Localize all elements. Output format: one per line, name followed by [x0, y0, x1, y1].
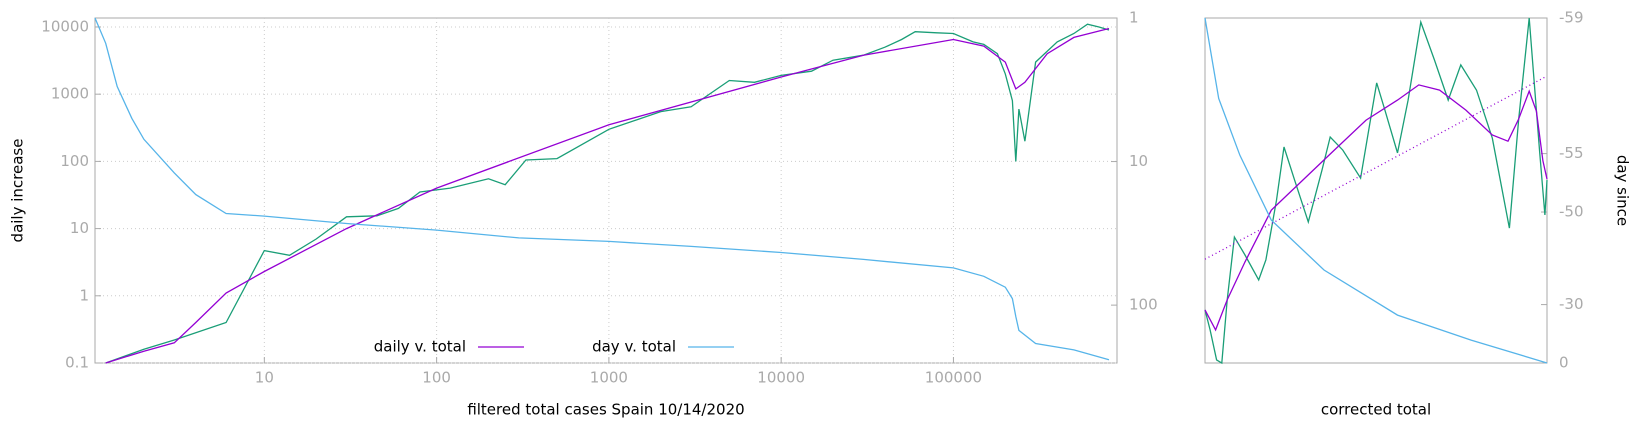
x-tick-label: 100 — [422, 369, 451, 387]
series-line — [94, 17, 1110, 361]
series-line — [1204, 84, 1548, 332]
y-tick-label: 1 — [79, 286, 89, 304]
y2-tick-label: 0 — [1559, 354, 1569, 372]
y-axis-label: daily increase — [9, 139, 27, 243]
x-axis-label: filtered total cases Spain 10/14/2020 — [467, 401, 744, 419]
y2-tick-label: -55 — [1559, 144, 1584, 162]
legend-label: day v. total — [592, 338, 676, 356]
y-tick-label: 0.1 — [65, 354, 89, 372]
x-tick-label: 100000 — [925, 369, 982, 387]
series-line — [105, 27, 1110, 364]
x-tick-label: 10 — [255, 369, 274, 387]
series-line — [105, 23, 1110, 364]
y-tick-label: 10000 — [41, 17, 89, 35]
plot-frame — [94, 17, 1118, 364]
y-tick-label: 10 — [70, 219, 89, 237]
y2-tick-label: -30 — [1559, 295, 1584, 313]
x-axis-label: corrected total — [1321, 401, 1431, 419]
y2-tick-label: 10 — [1129, 152, 1148, 170]
y-tick-label: 100 — [60, 152, 89, 170]
x-tick-label: 1000 — [590, 369, 628, 387]
y2-tick-label: 100 — [1129, 296, 1158, 314]
y2-tick-label: 1 — [1129, 9, 1139, 27]
series-line — [1204, 17, 1548, 365]
y2-tick-label: -59 — [1559, 9, 1584, 27]
y2-axis-label: day since — [1614, 155, 1632, 226]
legend-label: daily v. total — [374, 338, 466, 356]
series-line — [1204, 75, 1548, 260]
x-tick-label: 10000 — [757, 369, 805, 387]
y2-tick-label: -50 — [1559, 203, 1584, 221]
series-line — [1204, 17, 1548, 364]
y-tick-label: 1000 — [51, 85, 89, 103]
